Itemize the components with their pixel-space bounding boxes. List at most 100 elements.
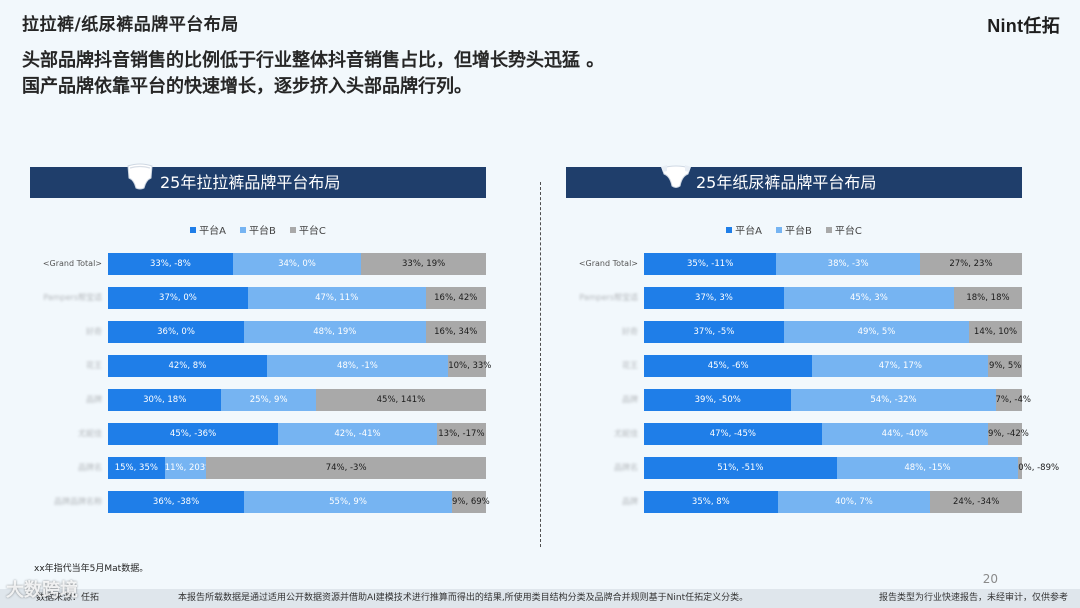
platform-b-segment: 47%, 11%	[247, 287, 426, 309]
bar-track: 35%, 8% 40%, 7% 24%, -34%	[644, 491, 1022, 513]
watermark: 大数跨境	[6, 580, 78, 601]
platform-a-segment: 35%, -11%	[644, 253, 777, 275]
row-label: 尤妮佳	[614, 429, 638, 438]
platform-b-segment: 47%, 17%	[812, 355, 989, 377]
platform-b-segment: 48%, -1%	[266, 355, 449, 377]
platform-b-segment: 48%, 19%	[244, 321, 426, 343]
bar-row: Pampers帮宝适 37%, 3% 45%, 3% 18%, 18%	[566, 287, 1022, 309]
legend-item-a: 平台A	[726, 222, 762, 237]
row-label: 尤妮佳	[78, 429, 102, 438]
bar-row: 尤妮佳 47%, -45% 44%, -40% 9%, -42%	[566, 423, 1029, 445]
platform-a-segment: 45%, -6%	[644, 355, 813, 377]
platform-c-segment: 27%, 23%	[919, 253, 1022, 275]
platform-a-segment: 30%, 18%	[108, 389, 222, 411]
platform-b-segment: 38%, -3%	[776, 253, 920, 275]
platform-b-segment: 44%, -40%	[821, 423, 988, 445]
bar-row: 品牌 35%, 8% 40%, 7% 24%, -34%	[566, 491, 1022, 513]
platform-b-segment: 25%, 9%	[221, 389, 316, 411]
platform-a-segment: 37%, -5%	[644, 321, 784, 343]
row-label: 好奇	[622, 327, 638, 336]
row-label: <Grand Total>	[578, 259, 638, 268]
bar-track: 42%, 8% 48%, -1% 10%, 33%	[108, 355, 491, 377]
bar-track: 15%, 35% 11%, 203% 74%, -3%	[108, 457, 486, 479]
row-label: 品牌	[622, 497, 638, 506]
legend-swatch-c	[825, 226, 832, 233]
bar-row: 好奇 37%, -5% 49%, 5% 14%, 10%	[566, 321, 1022, 343]
panel-divider	[540, 182, 541, 547]
bar-track: 37%, -5% 49%, 5% 14%, 10%	[644, 321, 1022, 343]
platform-a-segment: 47%, -45%	[644, 423, 822, 445]
platform-b-segment: 34%, 0%	[232, 253, 362, 275]
platform-c-segment: 13%, -17%	[436, 423, 486, 445]
legend-item-b: 平台B	[775, 222, 812, 237]
footer-source: 数据来源：任拓	[36, 593, 100, 603]
platform-a-segment: 37%, 0%	[108, 287, 248, 309]
legend-swatch-a	[190, 226, 197, 233]
bar-track: 33%, -8% 34%, 0% 33%, 19%	[108, 253, 486, 275]
bar-track: 36%, 0% 48%, 19% 16%, 34%	[108, 321, 486, 343]
bar-track: 39%, -50% 54%, -32% 7%, -4%	[644, 389, 1031, 411]
bar-track: 45%, -6% 47%, 17% 9%, 5%	[644, 355, 1022, 377]
bar-row: 花王 42%, 8% 48%, -1% 10%, 33%	[30, 355, 491, 377]
chart-header: 25年拉拉裤品牌平台布局	[30, 163, 486, 198]
platform-c-segment: 18%, 18%	[953, 287, 1022, 309]
row-label: 好奇	[86, 327, 102, 336]
footer-disclaimer: 本报告所载数据是通过适用公开数据资源并借助AI建模技术进行推算而得出的结果,所使…	[178, 593, 749, 603]
bar-row: 品牌品牌名称 36%, -38% 55%, 9% 9%, 69%	[30, 491, 490, 513]
legend-item-c: 平台C	[289, 222, 326, 237]
bar-row: 尤妮佳 45%, -36% 42%, -41% 13%, -17%	[30, 423, 486, 445]
bar-row: 品牌 30%, 18% 25%, 9% 45%, 141%	[30, 389, 486, 411]
diaper-icon	[661, 165, 691, 188]
platform-b-segment: 40%, 7%	[777, 491, 931, 513]
platform-c-segment: 9%, 69%	[451, 491, 490, 513]
platform-b-segment: 54%, -32%	[791, 389, 996, 411]
platform-b-segment: 11%, 203%	[164, 457, 213, 479]
platform-a-segment: 15%, 35%	[108, 457, 165, 479]
platform-a-segment: 39%, -50%	[644, 389, 792, 411]
platform-c-segment: 9%, -42%	[987, 423, 1029, 445]
bar-row: 品牌 39%, -50% 54%, -32% 7%, -4%	[566, 389, 1031, 411]
platform-c-segment: 33%, 19%	[361, 253, 486, 275]
row-label: 花王	[86, 361, 102, 370]
platform-b-segment: 49%, 5%	[783, 321, 970, 343]
legend-swatch-a	[726, 226, 733, 233]
platform-c-segment: 9%, 5%	[988, 355, 1022, 377]
bar-track: 51%, -51% 48%, -15% 0%, -89%	[644, 457, 1059, 479]
subtitle-line-1: 头部品牌抖音销售的比例低于行业整体抖音销售占比，但增长势头迅猛 。	[22, 50, 605, 71]
platform-a-segment: 42%, 8%	[108, 355, 267, 377]
page-number: 20	[982, 572, 998, 586]
chart-header: 25年纸尿裤品牌平台布局	[566, 165, 1022, 198]
platform-c-segment: 7%, -4%	[995, 389, 1031, 411]
row-label: Pampers帮宝适	[579, 293, 638, 302]
bar-track: 37%, 0% 47%, 11% 16%, 42%	[108, 287, 486, 309]
pull-up-pants-chart-panel: 25年拉拉裤品牌平台布局 平台A 平台B 平台C <Grand Total> 33…	[30, 163, 491, 513]
bar-track: 30%, 18% 25%, 9% 45%, 141%	[108, 389, 486, 411]
bar-row: Pampers帮宝适 37%, 0% 47%, 11% 16%, 42%	[30, 287, 486, 309]
diaper-chart-panel: 25年纸尿裤品牌平台布局 平台A 平台B 平台C <Grand Total> 35…	[566, 165, 1059, 513]
pull-up-pants-icon	[127, 163, 153, 190]
chart-title: 25年纸尿裤品牌平台布局	[696, 173, 877, 192]
platform-c-segment: 24%, -34%	[930, 491, 1022, 513]
bar-track: 47%, -45% 44%, -40% 9%, -42%	[644, 423, 1029, 445]
bar-row: 好奇 36%, 0% 48%, 19% 16%, 34%	[30, 321, 486, 343]
chart-title: 25年拉拉裤品牌平台布局	[160, 173, 341, 192]
legend-item-a: 平台A	[190, 222, 226, 237]
platform-c-segment: 0%, -89%	[1018, 457, 1059, 479]
legend-swatch-b	[775, 226, 782, 233]
brand-logo: Nint任拓	[987, 16, 1060, 36]
bar-track: 45%, -36% 42%, -41% 13%, -17%	[108, 423, 486, 445]
row-label: Pampers帮宝适	[43, 293, 102, 302]
platform-a-segment: 36%, -38%	[108, 491, 245, 513]
chart-legend: 平台A 平台B 平台C	[566, 222, 1022, 237]
bar-track: 36%, -38% 55%, 9% 9%, 69%	[108, 491, 490, 513]
page-title: 拉拉裤/纸尿裤品牌平台布局	[22, 15, 239, 35]
row-label: 品牌名	[78, 463, 102, 472]
bar-track: 37%, 3% 45%, 3% 18%, 18%	[644, 287, 1022, 309]
platform-c-segment: 16%, 42%	[425, 287, 486, 309]
bar-row: 品牌名 15%, 35% 11%, 203% 74%, -3%	[30, 457, 486, 479]
row-label: 品牌品牌名称	[54, 497, 102, 506]
platform-c-segment: 74%, -3%	[206, 457, 486, 479]
legend-item-b: 平台B	[239, 222, 276, 237]
platform-c-segment: 16%, 34%	[425, 321, 486, 343]
legend-item-c: 平台C	[825, 222, 862, 237]
